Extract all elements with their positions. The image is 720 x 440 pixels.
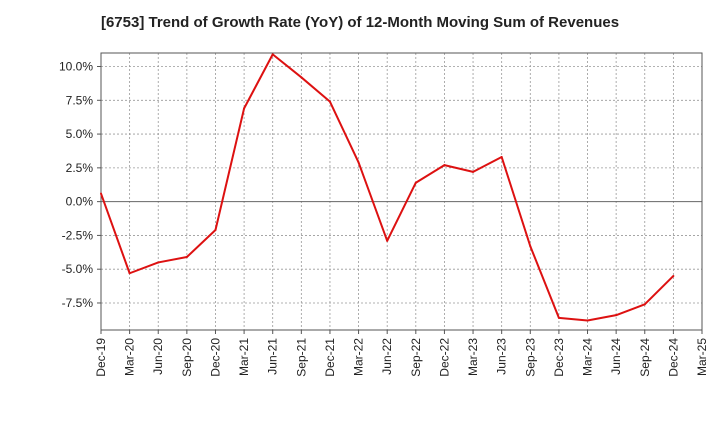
x-tick-label: Dec-23: [552, 338, 566, 377]
x-tick-label: Jun-21: [266, 338, 280, 375]
data-point: [185, 256, 188, 259]
data-point: [472, 170, 475, 173]
data-point: [328, 100, 331, 103]
x-tick-label: Sep-24: [638, 338, 652, 377]
x-tick-label: Jun-23: [495, 338, 509, 375]
y-tick-label: 10.0%: [59, 60, 93, 74]
x-tick-label: Mar-22: [352, 338, 366, 376]
plot-area-frame: [100, 52, 703, 331]
x-tick-label: Dec-22: [437, 338, 451, 377]
y-tick-label: 7.5%: [66, 93, 94, 107]
series-group: [100, 53, 675, 322]
data-point: [586, 319, 589, 322]
data-point: [414, 181, 417, 184]
x-tick-label: Dec-21: [323, 338, 337, 377]
y-axis-ticks: 10.0% 7.5% 5.0% 2.5% 0.0% -2.5% -5.0% -7.5%: [59, 60, 101, 310]
data-point: [643, 303, 646, 306]
data-point: [243, 107, 246, 110]
x-tick-label: Jun-22: [380, 338, 394, 375]
data-point: [672, 274, 675, 277]
data-point: [100, 192, 102, 195]
data-point: [128, 272, 131, 275]
data-point: [357, 161, 360, 164]
y-tick-label: -7.5%: [62, 296, 94, 310]
x-tick-label: Jun-20: [151, 338, 165, 375]
y-tick-label: 0.0%: [66, 195, 94, 209]
x-tick-label: Mar-23: [466, 338, 480, 376]
x-tick-label: Sep-21: [294, 338, 308, 377]
y-tick-label: 2.5%: [66, 161, 94, 175]
y-tick-label: -5.0%: [62, 262, 94, 276]
grid-lines: [101, 53, 702, 330]
data-point: [557, 316, 560, 319]
data-point: [443, 164, 446, 167]
x-tick-label: Sep-20: [180, 338, 194, 377]
x-tick-label: Sep-22: [409, 338, 423, 377]
x-tick-label: Dec-20: [208, 338, 222, 377]
x-tick-label: Jun-24: [609, 338, 623, 375]
data-point: [529, 245, 532, 248]
x-tick-label: Dec-19: [94, 338, 108, 377]
chart-title: [6753] Trend of Growth Rate (YoY) of 12-…: [100, 14, 620, 31]
x-tick-label: Dec-24: [666, 338, 680, 377]
y-tick-label: 5.0%: [66, 127, 94, 141]
x-axis-ticks: Dec-19 Mar-20 Jun-20 Sep-20 Dec-20 Mar-21 Jun-…: [94, 330, 709, 377]
data-point: [615, 314, 618, 317]
plot-area-background: [101, 53, 702, 330]
data-point: [157, 261, 160, 264]
x-tick-label: Mar-25: [695, 338, 709, 376]
data-point: [386, 239, 389, 242]
data-point: [214, 229, 217, 232]
x-tick-label: Mar-24: [581, 338, 595, 376]
data-point: [300, 76, 303, 79]
x-tick-label: Mar-21: [237, 338, 251, 376]
data-point: [500, 156, 503, 159]
data-point: [271, 53, 274, 56]
x-tick-label: Mar-20: [123, 338, 137, 376]
y-tick-label: -2.5%: [62, 228, 94, 242]
x-tick-label: Sep-23: [523, 338, 537, 377]
